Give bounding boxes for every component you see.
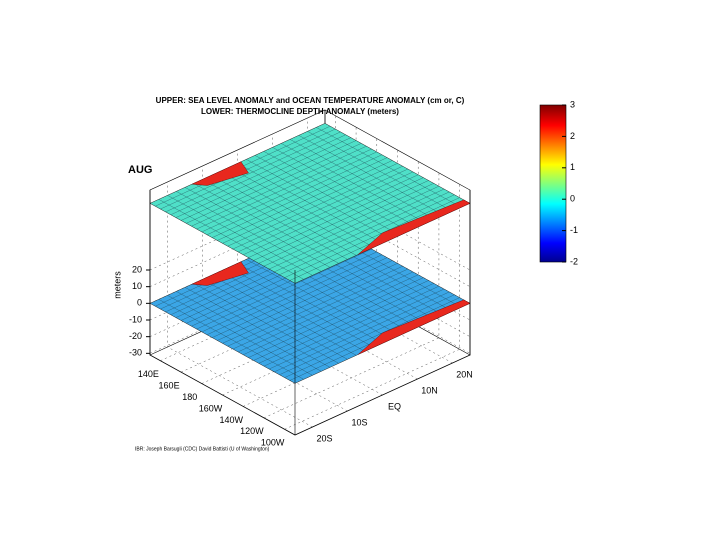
z-tick-label: -30 [129, 348, 142, 358]
mesh-line [281, 143, 427, 224]
mesh-line [246, 159, 392, 240]
y-tick-label: 10S [351, 417, 367, 427]
mesh-line [167, 295, 313, 376]
mesh-line [228, 267, 374, 348]
mesh-line [237, 263, 383, 344]
mesh-line [228, 167, 374, 248]
colorbar-tick-label: -1 [570, 225, 578, 235]
mesh-line [193, 283, 339, 364]
mesh-line [219, 271, 366, 352]
y-tick-label: 10N [421, 385, 438, 395]
z-tick-label: -10 [129, 314, 142, 324]
mesh-line [211, 175, 357, 256]
land-patch [191, 261, 249, 286]
mesh-line [167, 195, 313, 276]
colorbar-tick-label: 0 [570, 194, 575, 204]
mesh-line [158, 299, 304, 380]
x-tick-label: 140E [138, 369, 159, 379]
z-tick-label: 20 [132, 264, 142, 274]
chart-title: UPPER: SEA LEVEL ANOMALY and OCEAN TEMPE… [156, 96, 465, 105]
x-tick-label: 120W [240, 426, 264, 436]
chart-subtitle: LOWER: THERMOCLINE DEPTH ANOMALY (meters… [201, 107, 399, 116]
colorbar-tick-label: 1 [570, 162, 575, 172]
colorbar-tick-label: -2 [570, 256, 578, 266]
y-tick-label: 20N [456, 369, 473, 379]
mesh-line [316, 127, 462, 208]
x-tick-label: 100W [261, 438, 285, 448]
land-patch [357, 199, 471, 255]
mesh-line [246, 259, 392, 340]
credit: IBR: Joseph Barsugli (CDC) David Battist… [135, 446, 270, 452]
mesh-line [176, 291, 322, 372]
mesh-line [272, 147, 418, 228]
mesh-line [307, 131, 453, 212]
land-patch [191, 161, 249, 186]
colorbar-tick-label: 2 [570, 131, 575, 141]
mesh-line [219, 171, 366, 252]
mesh-line [254, 155, 401, 236]
month-label: AUG [128, 164, 152, 176]
x-tick-label: 180 [182, 392, 197, 402]
z-axis-label: meters [112, 271, 122, 299]
mesh-line [237, 163, 383, 244]
mesh-line [202, 279, 348, 360]
x-tick-label: 160E [159, 381, 180, 391]
mesh-line [176, 191, 322, 272]
z-tick-label: 10 [132, 281, 142, 291]
x-tick-label: 140W [219, 415, 243, 425]
z-tick-label: 0 [137, 298, 142, 308]
land-patch [357, 299, 471, 355]
colorbar-tick-label: 3 [570, 99, 575, 109]
mesh-line [158, 199, 304, 280]
mesh-line [184, 187, 331, 268]
mesh-line [211, 275, 357, 356]
colorbar [539, 104, 567, 263]
y-tick-label: 20S [316, 433, 332, 443]
mesh-line [184, 287, 331, 368]
z-tick-label: -20 [129, 331, 142, 341]
mesh-line [202, 179, 348, 260]
mesh-line [298, 135, 444, 216]
mesh-line [263, 151, 409, 232]
x-tick-label: 160W [199, 403, 223, 413]
grid-line [167, 182, 313, 428]
mesh-line [289, 139, 436, 220]
mesh-line [193, 183, 339, 264]
y-tick-label: EQ [388, 401, 401, 411]
plot-area: 20100-10-20-30140E160E180160W140W120W100… [129, 99, 578, 447]
